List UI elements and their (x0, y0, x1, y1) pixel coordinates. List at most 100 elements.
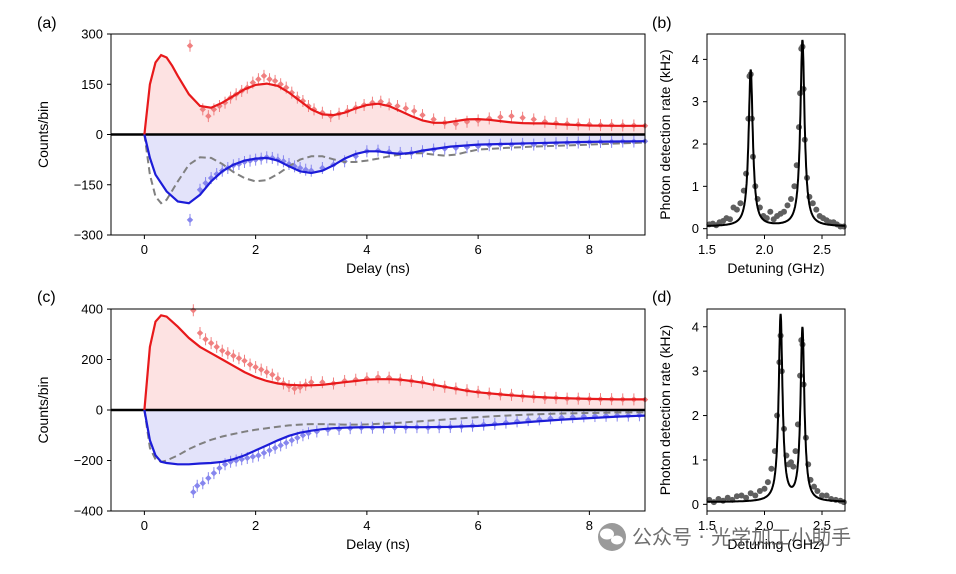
data-point (809, 200, 816, 207)
blue-data-point (249, 453, 257, 460)
panel-a-label: (a) (37, 15, 57, 32)
data-point (791, 183, 798, 190)
blue-data-point (221, 461, 229, 468)
blue-data-point (319, 164, 326, 172)
red-data-point (419, 111, 426, 119)
data-point (823, 492, 830, 499)
y-tick-label: 3 (692, 364, 699, 379)
x-axis-label: Delay (ns) (346, 536, 410, 552)
blue-data-point (266, 447, 273, 454)
blue-data-point (205, 474, 212, 482)
blue-fit-curve (143, 134, 646, 205)
blue-data-point (244, 454, 251, 462)
x-tick-label: 0 (141, 518, 148, 533)
x-tick-label: 6 (475, 242, 482, 257)
data-point (743, 494, 750, 501)
red-data-point (519, 114, 526, 121)
plot-area-a: 0 2 4 6 8 300 150 0 −150 −300 Delay (ns) Counts/bin (35, 27, 649, 276)
y-tick-label: −400 (74, 504, 103, 519)
data-point (788, 196, 794, 202)
red-data-point (230, 352, 237, 359)
red-data-point (190, 307, 197, 314)
y-tick-label: 0 (96, 127, 103, 142)
red-data-point (263, 368, 270, 376)
y-tick-label: 4 (692, 52, 699, 67)
data-point (764, 479, 771, 486)
red-data-point (274, 375, 282, 382)
data-point (747, 490, 754, 497)
red-data-point (530, 116, 537, 123)
x-tick-label: 2.0 (755, 242, 773, 257)
blue-data-point (277, 442, 284, 449)
y-tick-label: 2 (692, 137, 699, 152)
data-point (790, 463, 797, 470)
blue-data-point (194, 482, 201, 489)
y-tick-label: 0 (692, 497, 699, 512)
red-data-point (486, 115, 493, 122)
red-data-point (308, 379, 315, 386)
red-data-point (205, 112, 212, 120)
red-data-point (221, 99, 229, 106)
x-tick-label: 8 (586, 518, 593, 533)
red-fill-area (144, 55, 645, 135)
red-data-point (260, 72, 268, 80)
data-point (819, 492, 825, 499)
x-tick-label: 2 (252, 242, 259, 257)
blue-data-point (210, 469, 218, 477)
red-data-point (216, 102, 223, 110)
red-data-point (235, 355, 243, 362)
y-tick-label: 200 (81, 352, 103, 367)
red-data-point (508, 112, 515, 120)
y-tick-label: 3 (692, 94, 699, 109)
panel-b: (b) 1.5 2.0 2.5 0 1 2 3 4 Detuning (GHz) Photon d… (652, 15, 847, 276)
blue-data-point (288, 437, 295, 444)
y-tick-label: 0 (692, 221, 699, 236)
watermark-text: 公众号 · 光学加工小助手 (632, 525, 851, 549)
red-data-point (249, 79, 257, 86)
x-tick-label: 4 (363, 518, 370, 533)
y-tick-label: 1 (692, 179, 699, 194)
red-data-point (196, 329, 204, 337)
y-tick-label: −300 (74, 228, 103, 243)
blue-data-point (186, 216, 194, 224)
x-tick-label: 6 (475, 518, 482, 533)
data-point (756, 488, 763, 494)
blue-data-point (260, 449, 268, 457)
data-point (814, 488, 821, 494)
data-point (767, 208, 774, 215)
red-data-point (199, 106, 206, 113)
blue-fill-area (144, 410, 645, 465)
red-fit-curve (143, 53, 645, 135)
blue-data-point (255, 452, 262, 459)
red-data-point (319, 109, 326, 116)
red-fill-area (144, 315, 645, 410)
x-tick-label: 0 (141, 242, 148, 257)
blue-data-point (227, 458, 234, 465)
y-axis-label: Photon detection rate (kHz) (657, 49, 673, 219)
red-data-point (497, 113, 504, 121)
data-point (752, 492, 759, 499)
blue-data-point (216, 464, 223, 472)
red-data-point (283, 84, 290, 91)
red-data-point (241, 357, 248, 364)
data-point (733, 206, 740, 213)
x-tick-label: 8 (586, 242, 593, 257)
data-point (781, 208, 787, 215)
red-data-point (202, 336, 209, 343)
dashed-model-curve (143, 134, 646, 205)
plot-area-b: 1.5 2.0 2.5 0 1 2 3 4 Detuning (GHz) Photon detec… (657, 33, 847, 276)
data-point (724, 494, 731, 501)
red-data-point (271, 77, 279, 85)
data-point (715, 496, 722, 502)
axes-frame (706, 308, 846, 512)
data-point (768, 465, 775, 472)
red-data-point (410, 107, 418, 115)
wechat-icon (598, 523, 626, 551)
y-tick-label: 2 (692, 408, 699, 423)
red-data-point (291, 385, 298, 392)
panel-b-label: (b) (652, 15, 672, 32)
blue-data-point (196, 186, 204, 193)
blue-data-point (241, 158, 248, 166)
blue-data-point (294, 434, 301, 441)
